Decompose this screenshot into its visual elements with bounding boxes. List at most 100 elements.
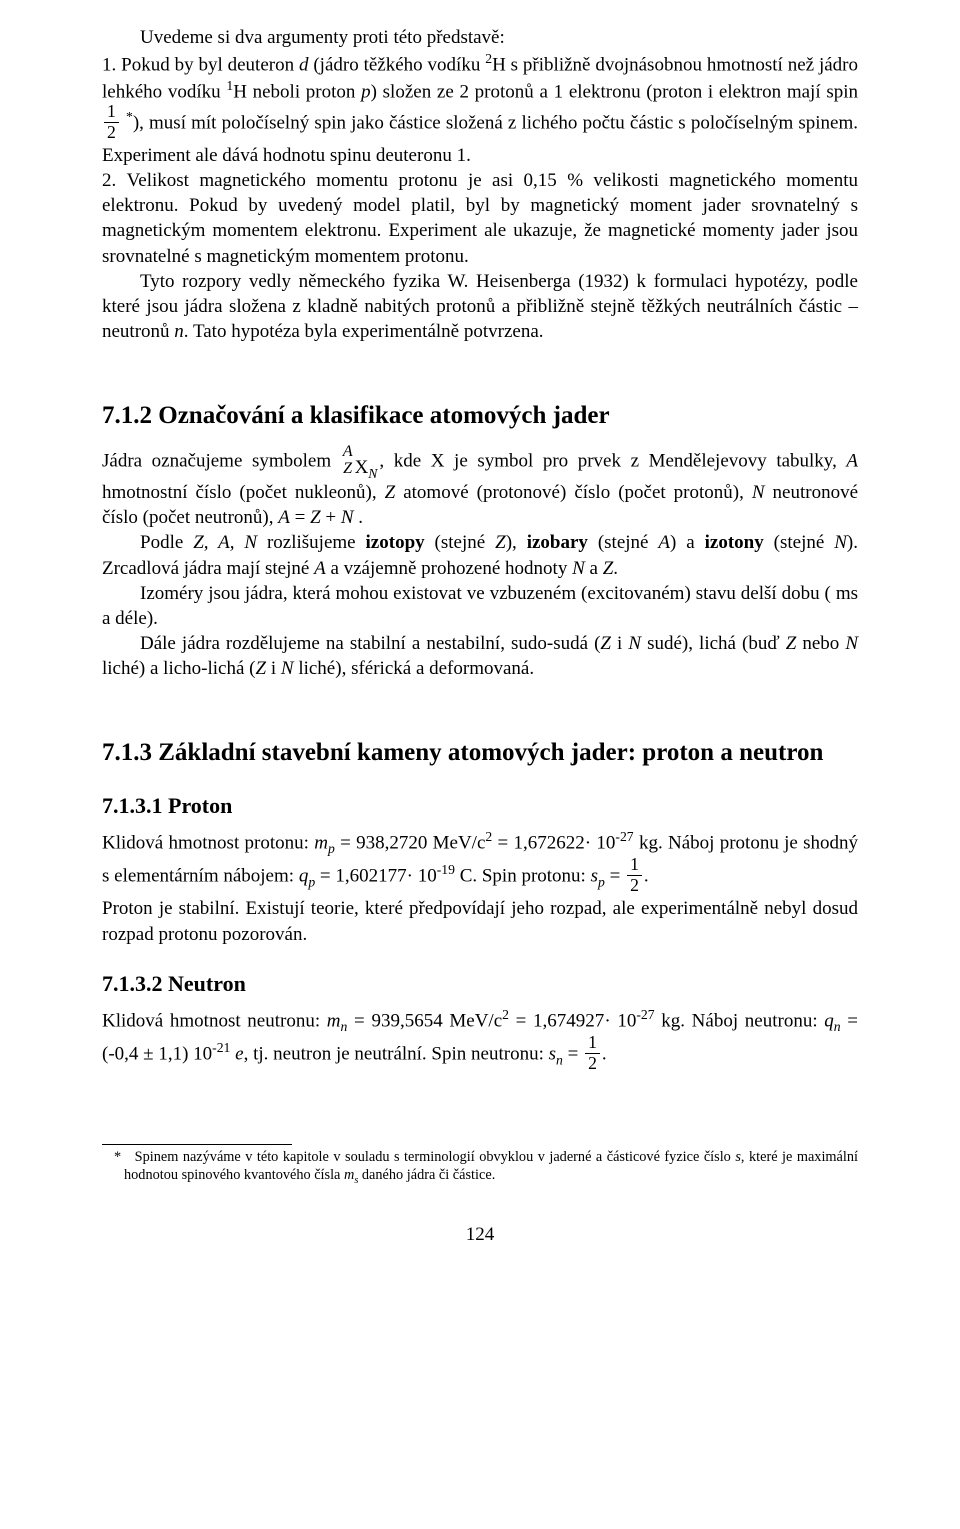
sym-n: n bbox=[174, 321, 184, 342]
frac-num: 1 bbox=[627, 856, 642, 875]
sym-N: N bbox=[845, 633, 858, 654]
bold-izobary: izobary bbox=[527, 532, 588, 553]
footnote-ref-star: * bbox=[126, 109, 133, 124]
text: a vzájemně prohozené hodnoty bbox=[326, 558, 572, 579]
text: nebo bbox=[796, 633, 845, 654]
text: Dále jádra rozdělujeme na stabilní a nes… bbox=[140, 633, 600, 654]
text: kg. Náboj neutronu: bbox=[655, 1010, 825, 1031]
text: daného jádra či částice. bbox=[358, 1167, 495, 1183]
sub-n: n bbox=[556, 1052, 563, 1067]
text: Klidová hmotnost protonu: bbox=[102, 832, 314, 853]
ten: 10 bbox=[617, 1010, 636, 1031]
neutron-p1: Klidová hmotnost neutronu: mn = 939,5654… bbox=[102, 1006, 858, 1075]
sym-Z: Z bbox=[603, 558, 614, 579]
nuclide-X: X bbox=[353, 457, 369, 478]
frac-half: 12 bbox=[627, 856, 642, 894]
s712-p4: Dále jádra rozdělujeme na stabilní a nes… bbox=[102, 631, 858, 681]
text: , kde X je symbol pro prvek z Mendělejev… bbox=[379, 450, 846, 471]
text: (stejné bbox=[425, 532, 495, 553]
sym-e: e bbox=[235, 1043, 243, 1064]
text: hmotnostní číslo (počet nukleonů), bbox=[102, 482, 385, 503]
text: (jádro těžkého vodíku bbox=[308, 54, 485, 75]
text: ), bbox=[506, 532, 527, 553]
exp-21: -21 bbox=[212, 1040, 230, 1055]
text: a bbox=[585, 558, 603, 579]
sub-p: p bbox=[598, 874, 605, 889]
sym-Z: Z bbox=[786, 633, 797, 654]
heading-7-1-3-2: 7.1.3.2 Neutron bbox=[102, 969, 858, 998]
sym-p: p bbox=[361, 82, 371, 103]
text: = 1,602177 bbox=[315, 866, 406, 887]
text: atomové (protonové) číslo (počet protonů… bbox=[395, 482, 752, 503]
frac-half: 12 bbox=[104, 103, 119, 141]
text: . bbox=[613, 558, 618, 579]
nuclide-stack: A Z bbox=[343, 444, 353, 478]
nuclide-Z: Z bbox=[343, 461, 353, 478]
heading-7-1-2: 7.1.2 Označování a klasifikace atomových… bbox=[102, 399, 858, 432]
text: (stejné bbox=[764, 532, 834, 553]
text: = bbox=[290, 507, 310, 528]
footnote: * Spinem nazýváme v této kapitole v soul… bbox=[102, 1149, 858, 1188]
sym-N: N bbox=[752, 482, 765, 503]
text: 1. Pokud by byl deuteron bbox=[102, 54, 299, 75]
frac-num: 1 bbox=[104, 103, 119, 122]
text: C. Spin protonu: bbox=[455, 866, 591, 887]
text: ) složen ze 2 protonů a 1 elektronu (pro… bbox=[371, 82, 858, 103]
nuclide-N: N bbox=[368, 466, 377, 481]
text: . Tato hypotéza byla experimentálně potv… bbox=[184, 321, 544, 342]
sym-mp: m bbox=[314, 832, 328, 853]
text: Jádra označujeme symbolem bbox=[102, 450, 331, 471]
dot: · bbox=[585, 832, 591, 853]
text: Spinem nazýváme v této kapitole v soulad… bbox=[135, 1149, 736, 1165]
sym-Z: Z bbox=[256, 658, 267, 679]
argument-1: 1. Pokud by byl deuteron d (jádro těžkéh… bbox=[102, 50, 858, 168]
bold-izotopy: izotopy bbox=[366, 532, 425, 553]
heading-7-1-3: 7.1.3 Základní stavební kameny atomových… bbox=[102, 736, 858, 769]
heading-7-1-3-1: 7.1.3.1 Proton bbox=[102, 791, 858, 820]
frac-half: 12 bbox=[585, 1034, 600, 1072]
frac-den: 2 bbox=[104, 122, 119, 142]
sym-N: N bbox=[834, 532, 847, 553]
sym-N: N bbox=[572, 558, 585, 579]
sub-n: n bbox=[834, 1019, 841, 1034]
frac-den: 2 bbox=[585, 1053, 600, 1073]
text: + bbox=[321, 507, 341, 528]
s712-p3: Izoméry jsou jádra, která mohou existova… bbox=[102, 581, 858, 631]
sym-Z: Z bbox=[310, 507, 321, 528]
footnote-mark: * bbox=[114, 1149, 121, 1165]
text: ), musí mít poločíselný spin jako částic… bbox=[102, 112, 858, 166]
text: liché), sférická a deformovaná. bbox=[294, 658, 535, 679]
sup-2: 2 bbox=[502, 1007, 509, 1022]
text: ) a bbox=[670, 532, 705, 553]
s712-p1: Jádra označujeme symbolem A Z XN , kde X… bbox=[102, 444, 858, 531]
text: (stejné bbox=[588, 532, 658, 553]
text: . bbox=[644, 866, 649, 887]
sym-qp: q bbox=[299, 866, 309, 887]
nuclide-symbol: A Z XN bbox=[343, 444, 378, 480]
intro-line: Uvedeme si dva argumenty proti této před… bbox=[102, 25, 858, 50]
sym-mn: m bbox=[327, 1010, 341, 1031]
sym-N: N bbox=[341, 507, 354, 528]
frac-num: 1 bbox=[585, 1034, 600, 1053]
dot: · bbox=[407, 866, 413, 887]
bold-izotony: izotony bbox=[705, 532, 764, 553]
exp-27: -27 bbox=[615, 829, 633, 844]
text: = 938,2720 MeV/c bbox=[335, 832, 486, 853]
page: Uvedeme si dva argumenty proti této před… bbox=[0, 0, 960, 1277]
text: = 939,5654 MeV/c bbox=[347, 1010, 502, 1031]
proton-p1: Klidová hmotnost protonu: mp = 938,2720 … bbox=[102, 828, 858, 897]
text: = 1,672622 bbox=[492, 832, 585, 853]
sym-sp: s bbox=[591, 866, 598, 887]
footnote-separator bbox=[102, 1144, 292, 1145]
sub-p: p bbox=[328, 841, 335, 856]
sym-A: A bbox=[658, 532, 670, 553]
dot: · bbox=[604, 1010, 610, 1031]
text: , tj. neutron je neutrální. Spin neutron… bbox=[244, 1043, 549, 1064]
text: . bbox=[354, 507, 364, 528]
sym-N: N bbox=[628, 633, 641, 654]
argument-2: 2. Velikost magnetického momentu protonu… bbox=[102, 168, 858, 268]
text: sudé), lichá (buď bbox=[641, 633, 786, 654]
sym-Z: Z bbox=[495, 532, 506, 553]
text: i bbox=[266, 658, 281, 679]
sym-A: A bbox=[846, 450, 858, 471]
